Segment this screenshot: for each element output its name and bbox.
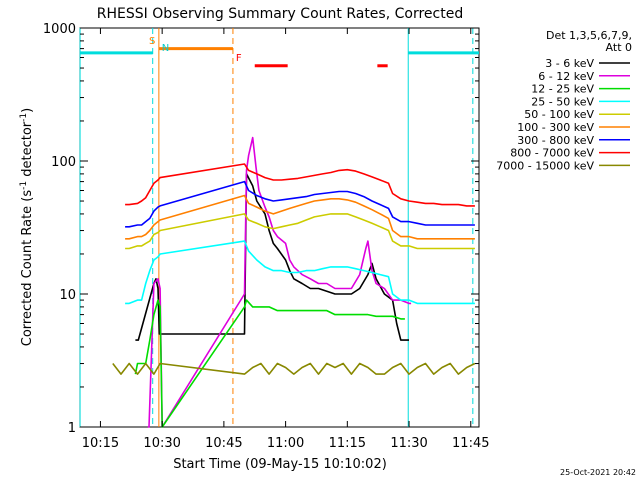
annotation-n: N — [162, 43, 169, 54]
series-layer — [112, 136, 476, 428]
plot-area: 10:15 10:30 10:45 11:00 11:15 11:30 11:45 1101… — [43, 22, 490, 451]
series-line-3 — [125, 240, 475, 305]
series-line-6 — [125, 180, 475, 228]
legend-header-line1: Det 1,3,5,6,7,9, — [546, 29, 632, 42]
y-tick-label-0: 1 — [68, 421, 76, 436]
x-tick-label-0: 10:15 — [82, 436, 119, 451]
annotation-markers: SN F — [149, 36, 242, 64]
x-tick-label-4: 11:15 — [329, 436, 366, 451]
y-axis-label: Corrected Count Rate (s-1 detector-1) — [19, 108, 35, 346]
annotation-s: S — [149, 36, 155, 47]
legend-label-8: 7000 - 15000 keV — [496, 159, 594, 172]
legend-label-4: 50 - 100 keV — [524, 108, 594, 121]
series-line-7 — [125, 163, 475, 207]
series-line-1 — [147, 136, 412, 428]
series-line-4 — [125, 213, 475, 250]
legend-label-3: 25 - 50 keV — [531, 95, 594, 108]
legend-label-0: 3 - 6 keV — [545, 57, 594, 70]
legend-label-6: 300 - 800 keV — [517, 134, 594, 147]
x-tick-label-5: 11:30 — [390, 436, 427, 451]
chart-title: RHESSI Observing Summary Count Rates, Co… — [97, 6, 463, 22]
annotation-f: F — [236, 53, 242, 64]
legend-header-line2: Att 0 — [606, 41, 632, 54]
x-tick-label-6: 11:45 — [452, 436, 489, 451]
y-tick-label-3: 1000 — [43, 22, 76, 37]
y-tick-label-1: 10 — [59, 288, 76, 303]
x-tick-label-1: 10:30 — [143, 436, 180, 451]
x-ticks: 10:15 10:30 10:45 11:00 11:15 11:30 11:45 — [82, 28, 490, 451]
series-line-2 — [134, 299, 405, 428]
footer-timestamp: 25-Oct-2021 20:42 — [560, 468, 636, 477]
x-tick-label-3: 11:00 — [267, 436, 304, 451]
y-tick-label-2: 100 — [51, 155, 76, 170]
legend-label-2: 12 - 25 keV — [531, 83, 594, 96]
legend-label-1: 6 - 12 keV — [538, 70, 594, 83]
y-ticks: 1 10 100 1000 — [43, 22, 479, 436]
series-line-8 — [112, 362, 476, 375]
legend-label-7: 800 - 7000 keV — [510, 147, 594, 160]
legend-label-5: 100 - 300 keV — [517, 121, 594, 134]
series-line-5 — [125, 194, 475, 240]
observing-bands — [79, 28, 479, 427]
x-axis-label: Start Time (09-May-15 10:10:02) — [173, 457, 387, 472]
x-tick-label-2: 10:45 — [205, 436, 242, 451]
